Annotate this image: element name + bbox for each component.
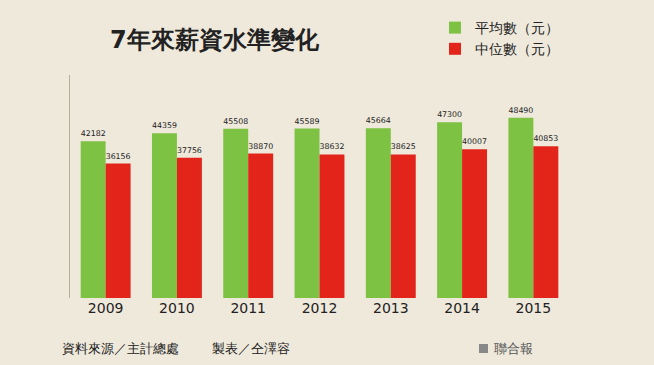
svg-text:37756: 37756 <box>177 146 202 155</box>
svg-text:47300: 47300 <box>437 110 462 119</box>
svg-text:2010: 2010 <box>159 300 195 316</box>
svg-text:42182: 42182 <box>81 129 106 138</box>
svg-text:44359: 44359 <box>152 121 177 130</box>
svg-text:中位數（元）: 中位數（元） <box>475 41 559 57</box>
svg-text:製表／仝澤容: 製表／仝澤容 <box>212 341 290 356</box>
svg-text:48490: 48490 <box>508 106 533 115</box>
svg-text:2013: 2013 <box>373 300 409 316</box>
svg-text:38870: 38870 <box>248 142 273 151</box>
svg-text:2014: 2014 <box>444 300 480 316</box>
svg-text:資料來源／主計總處: 資料來源／主計總處 <box>62 341 179 356</box>
svg-text:2011: 2011 <box>230 300 266 316</box>
svg-text:平均數（元）: 平均數（元） <box>475 20 559 36</box>
svg-text:45664: 45664 <box>366 116 391 125</box>
svg-text:36156: 36156 <box>106 152 131 161</box>
svg-text:45589: 45589 <box>295 117 320 126</box>
svg-text:38625: 38625 <box>391 142 416 151</box>
svg-text:2015: 2015 <box>516 300 552 316</box>
svg-text:聯合報: 聯合報 <box>494 341 533 356</box>
svg-text:40007: 40007 <box>462 137 487 146</box>
svg-text:38632: 38632 <box>320 142 345 151</box>
svg-text:2012: 2012 <box>302 300 338 316</box>
svg-text:2009: 2009 <box>88 300 124 316</box>
svg-text:40853: 40853 <box>533 134 558 143</box>
svg-text:45508: 45508 <box>223 117 248 126</box>
svg-text:7年來薪資水準變化: 7年來薪資水準變化 <box>110 26 320 54</box>
